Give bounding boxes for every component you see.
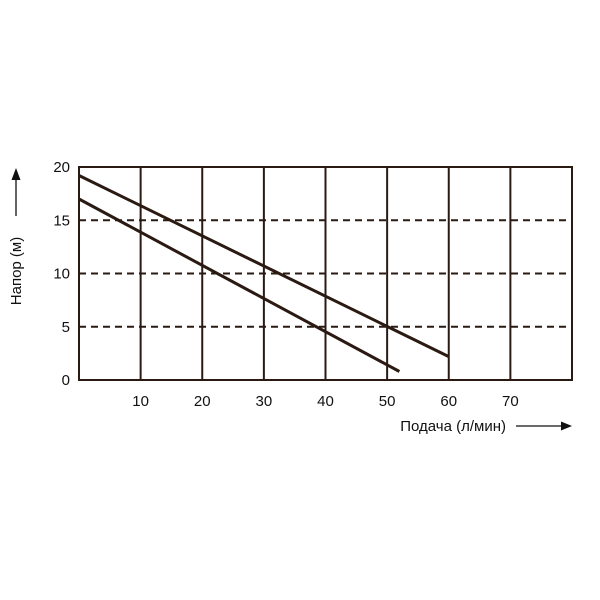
x-axis-label: Подача (л/мин) [400, 418, 506, 435]
plot-frame [78, 166, 573, 381]
x-tick-labels: 10 20 30 40 50 60 70 [132, 393, 518, 410]
y-tick-label: 0 [62, 372, 70, 389]
x-tick-label: 10 [132, 393, 149, 410]
x-tick-label: 70 [502, 393, 519, 410]
series-line-1 [78, 174, 450, 358]
series-lines [78, 174, 450, 373]
y-tick-label: 20 [53, 159, 70, 176]
series-line-2 [78, 197, 401, 373]
x-axis-arrow-icon [561, 421, 572, 431]
y-tick-label: 5 [62, 319, 70, 336]
y-tick-label: 10 [53, 266, 70, 283]
y-axis-arrow-icon [11, 168, 21, 180]
grid [79, 167, 572, 380]
x-tick-label: 40 [317, 393, 334, 410]
x-tick-label: 60 [440, 393, 457, 410]
y-tick-label: 15 [53, 212, 70, 229]
y-tick-labels: 0 5 10 15 20 [53, 159, 70, 389]
x-tick-label: 20 [194, 393, 211, 410]
y-axis-label: Напор (м) [8, 237, 25, 305]
x-tick-label: 30 [256, 393, 273, 410]
x-tick-label: 50 [379, 393, 396, 410]
